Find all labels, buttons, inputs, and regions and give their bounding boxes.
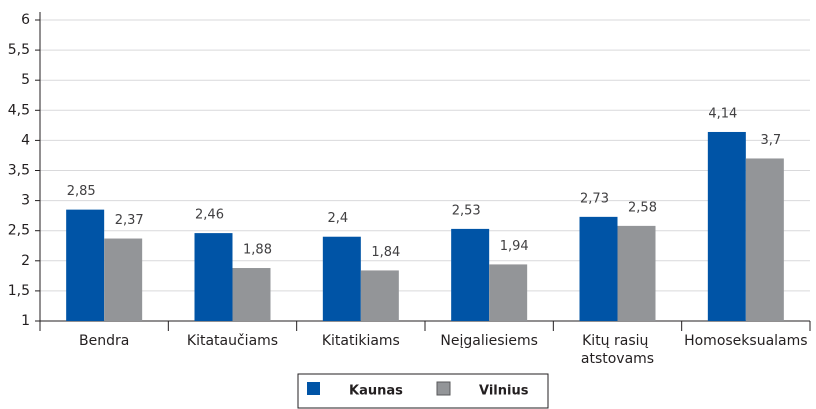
x-tick-label: Kitataučiams (187, 333, 278, 349)
value-label: 2,58 (628, 200, 657, 215)
value-label: 2,46 (195, 208, 224, 223)
bar (451, 228, 490, 321)
value-label: 1,88 (243, 243, 272, 258)
value-label: 2,4 (327, 211, 348, 226)
legend-label: Kaunas (349, 384, 403, 399)
value-label: 1,84 (371, 245, 400, 260)
legend-swatch (307, 382, 320, 395)
value-label: 2,73 (580, 191, 609, 206)
y-tick-label: 5,5 (8, 42, 30, 58)
y-tick-label: 6 (21, 12, 30, 28)
value-label: 4,14 (708, 106, 737, 121)
bar (579, 216, 618, 321)
bar (489, 264, 528, 321)
bar (232, 268, 271, 321)
legend-swatch (436, 381, 451, 396)
y-tick-label: 4,5 (8, 102, 30, 118)
x-tick-label: Neįgaliesiems (440, 333, 538, 349)
bar (707, 131, 746, 321)
x-tick-label: Homoseksualams (684, 333, 807, 349)
bar (745, 158, 784, 321)
x-tick-label: Kitų rasių atstovams (581, 333, 654, 367)
y-tick-label: 5 (21, 72, 30, 88)
x-tick-line: Kitų rasių (582, 333, 653, 349)
value-label: 2,37 (115, 213, 144, 228)
y-tick-label: 2 (21, 253, 30, 269)
value-label: 2,53 (452, 203, 481, 218)
x-tick-label: Bendra (79, 333, 129, 349)
bar (104, 238, 143, 321)
y-tick-label: 4 (21, 132, 30, 148)
x-tick-line: atstovams (581, 351, 654, 367)
bar (322, 236, 361, 321)
y-tick-label: 3 (21, 193, 30, 209)
value-label: 3,7 (760, 133, 781, 148)
legend-box (297, 373, 549, 409)
legend-label: Vilnius (479, 384, 529, 399)
y-tick-label: 1,5 (8, 283, 30, 299)
value-label: 1,94 (500, 239, 529, 254)
bar (360, 270, 399, 321)
value-label: 2,85 (67, 184, 96, 199)
y-tick-label: 3,5 (8, 163, 30, 179)
y-tick-label: 1 (21, 313, 30, 329)
bar (194, 233, 233, 321)
bar (66, 209, 105, 321)
bar (617, 225, 656, 321)
x-tick-label: Kitatikiams (322, 333, 400, 349)
y-tick-label: 2,5 (8, 223, 30, 239)
